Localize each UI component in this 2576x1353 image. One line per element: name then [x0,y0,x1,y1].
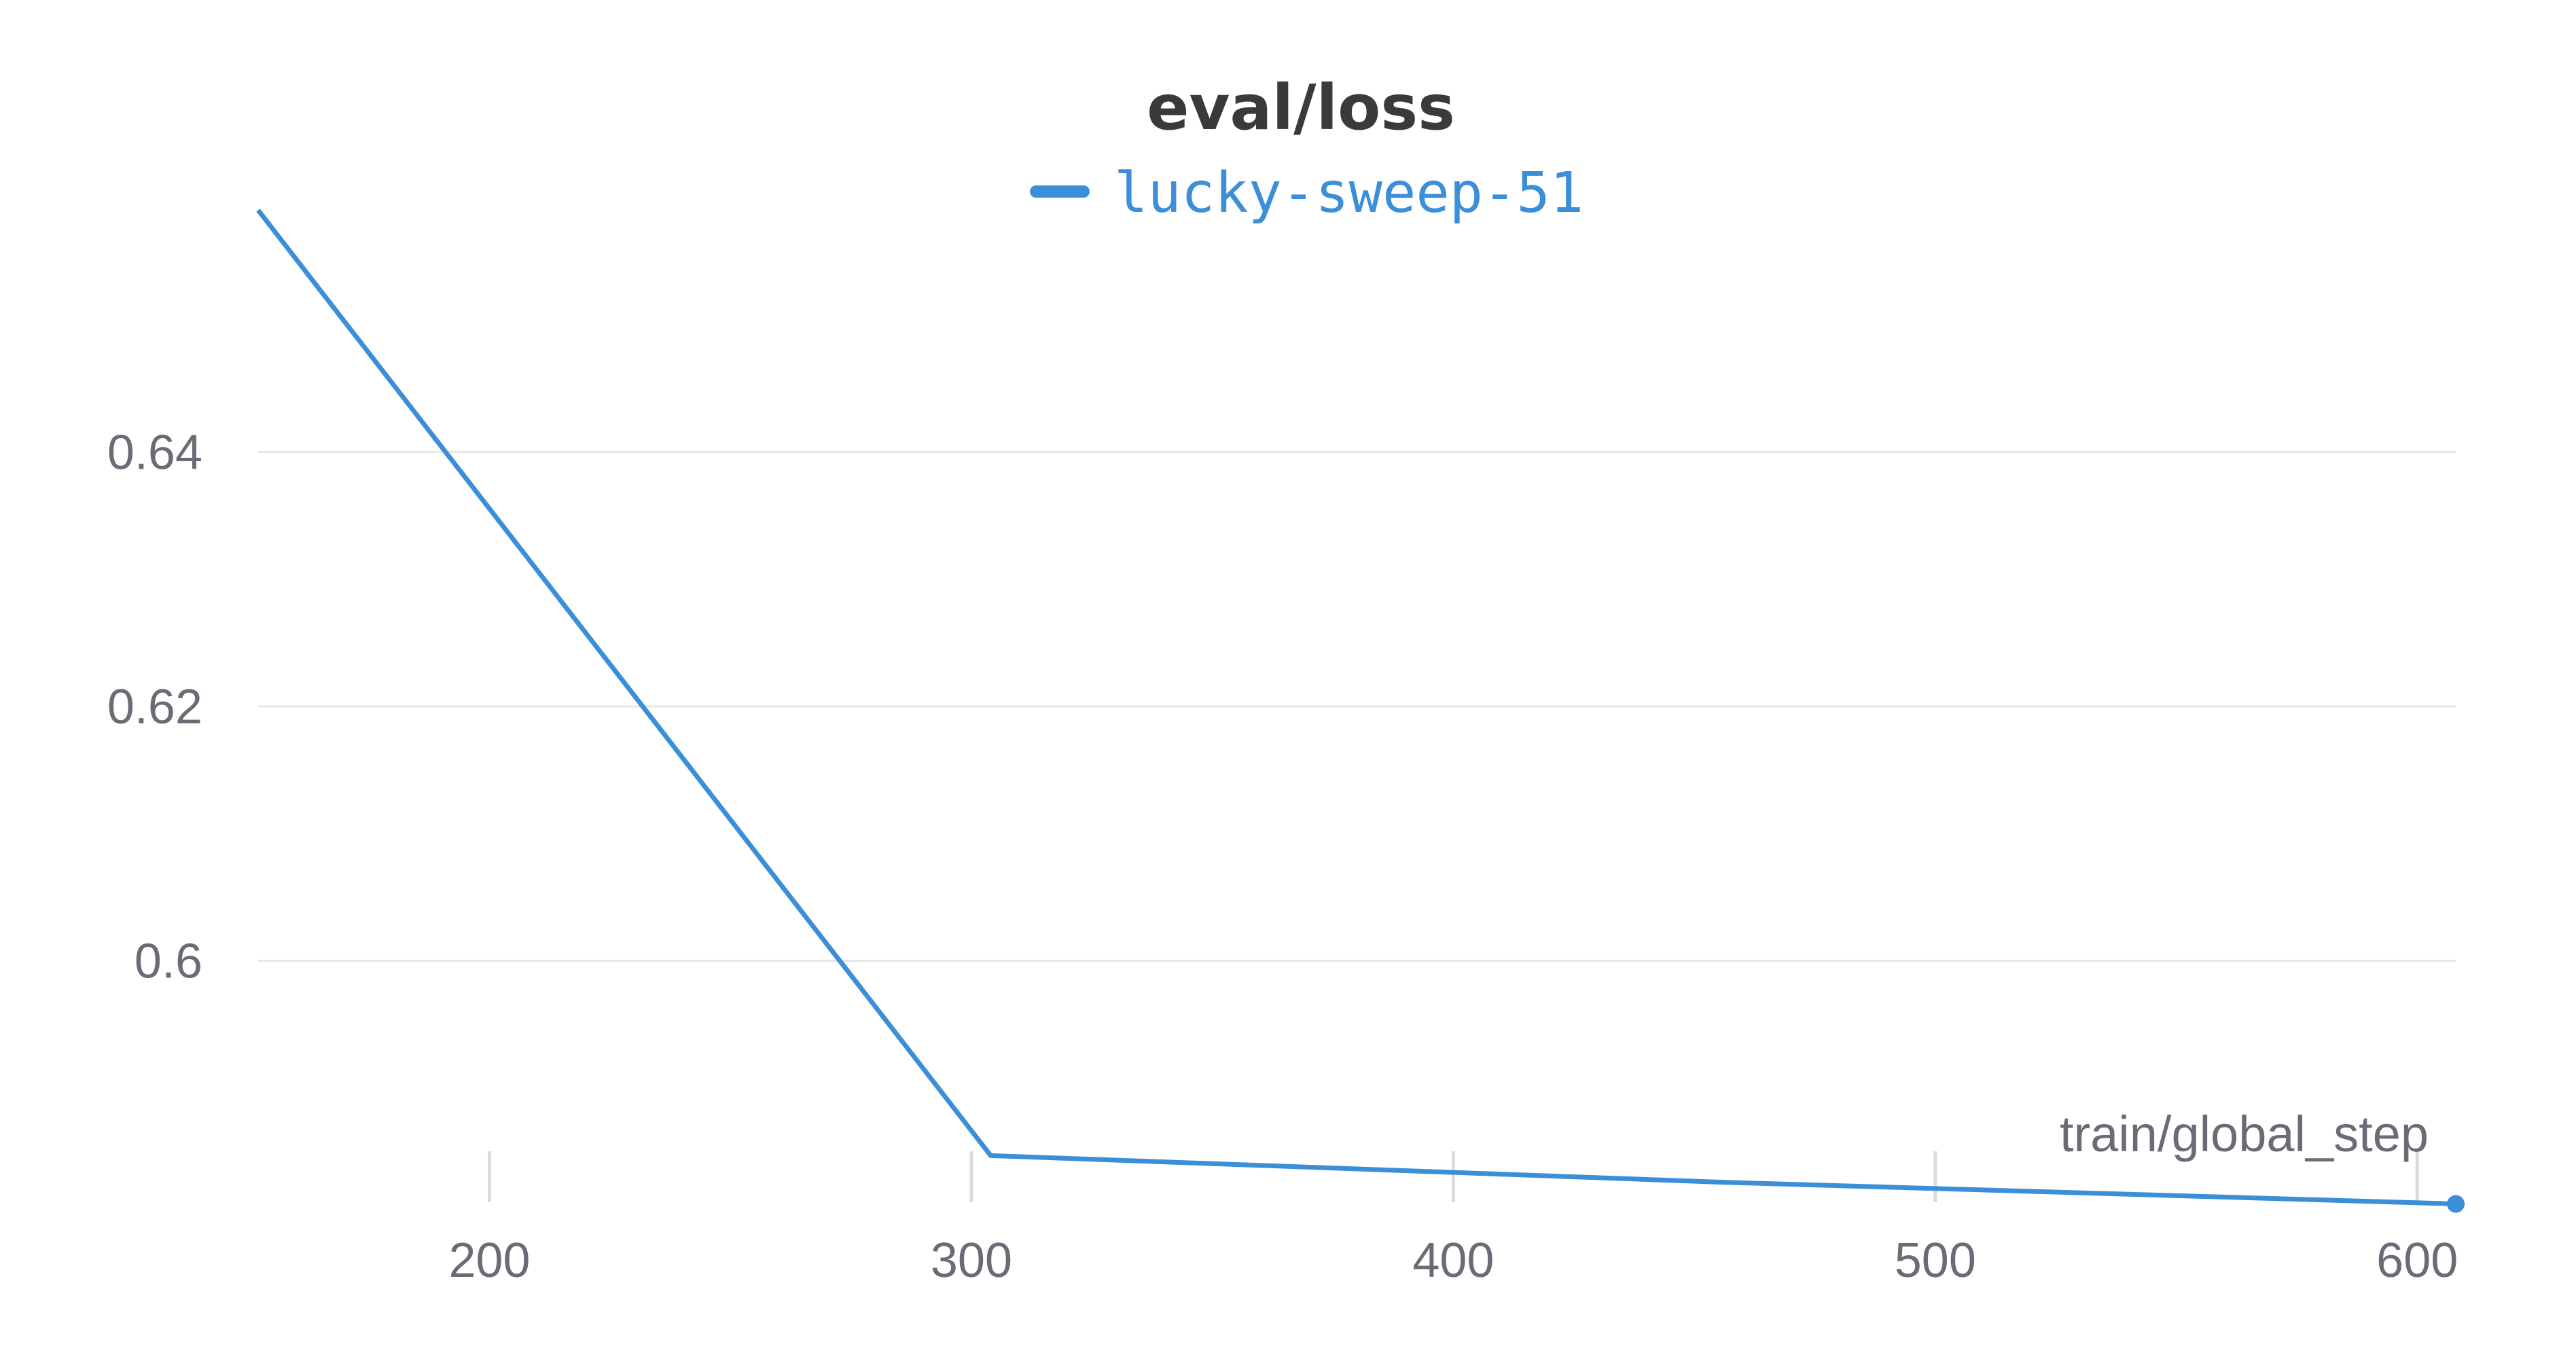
x-tick-label: 500 [1895,1233,1976,1288]
x-axis: 200 300 400 500 600 [448,1151,2458,1288]
x-tick-label: 300 [931,1233,1012,1288]
y-tick-label: 0.64 [107,425,202,480]
plot-area[interactable] [256,209,2465,1213]
y-tick-label: 0.6 [135,935,202,989]
legend-entry-label: lucky-sweep-51 [1114,161,1584,226]
x-tick-label: 400 [1412,1233,1494,1288]
legend[interactable]: lucky-sweep-51 [1030,161,1584,226]
y-tick-label: 0.62 [107,680,202,734]
y-axis: 0.6 0.62 0.64 [107,425,202,988]
series-end-point[interactable] [2447,1195,2465,1213]
grid-lines [258,450,2456,962]
x-axis-label: train/global_step [2060,1106,2429,1162]
series-line[interactable] [256,209,2456,1207]
chart-title: eval/loss [1147,71,1455,144]
x-tick-label: 200 [448,1233,530,1288]
x-tick-label: 600 [2376,1233,2458,1288]
